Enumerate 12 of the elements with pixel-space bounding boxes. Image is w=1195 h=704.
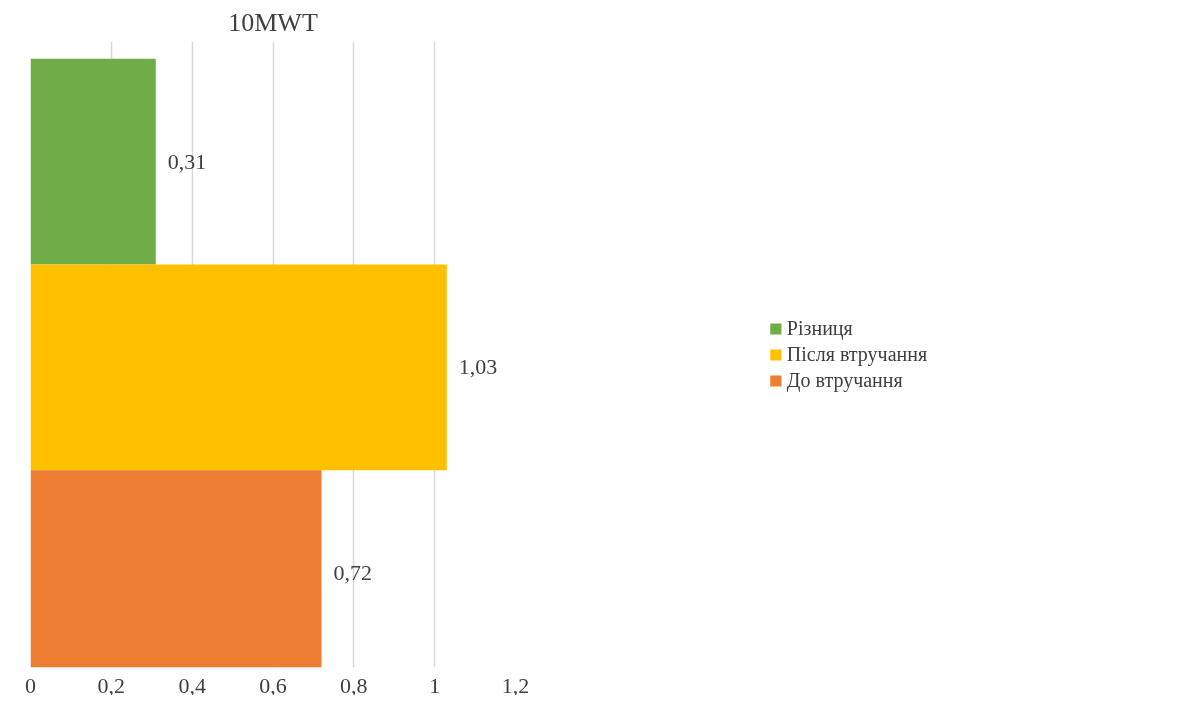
x-tick-label: 1 <box>429 672 441 698</box>
x-tick-label: 0 <box>25 672 36 698</box>
chart-title: 10MWT <box>228 7 318 37</box>
bar <box>30 470 322 668</box>
legend-label: До втручання <box>786 368 903 392</box>
text: 1,03 <box>458 354 498 380</box>
text: 0,31 <box>167 148 207 174</box>
bar <box>30 264 447 471</box>
text: 0,72 <box>333 560 372 586</box>
bar <box>30 58 156 265</box>
legend-label: Після втручання <box>786 342 928 366</box>
legend-label: Різниця <box>786 316 853 340</box>
